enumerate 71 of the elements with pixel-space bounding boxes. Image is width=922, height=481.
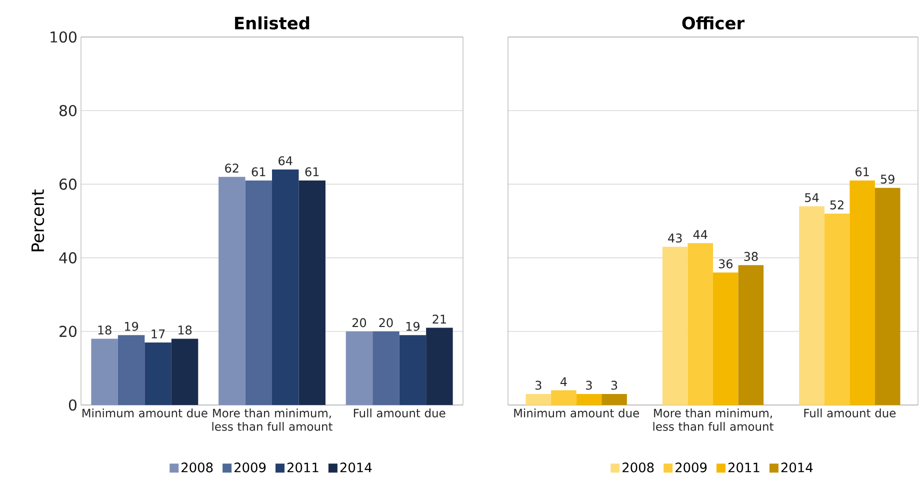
x-tick-label: Full amount due xyxy=(354,408,446,418)
data-label: 19 xyxy=(406,322,420,331)
y-tick-label: 0 xyxy=(68,399,76,411)
bar xyxy=(526,394,552,405)
data-label: 20 xyxy=(352,318,366,328)
chart-title: Enlisted xyxy=(235,16,310,30)
data-label: 19 xyxy=(125,322,138,331)
data-label: 59 xyxy=(880,174,894,184)
bar xyxy=(662,246,688,405)
bar xyxy=(602,394,627,405)
bar xyxy=(551,390,576,405)
data-label: 4 xyxy=(560,377,567,386)
y-tick-label: 20 xyxy=(60,326,76,338)
legend-label: 2009 xyxy=(234,462,266,472)
bar xyxy=(426,328,453,405)
bar xyxy=(372,331,400,405)
data-label: 18 xyxy=(98,326,112,335)
bar xyxy=(346,331,373,405)
bar xyxy=(171,338,198,405)
y-tick-label: 40 xyxy=(59,252,76,264)
bar xyxy=(713,272,738,405)
legend-label: 2014 xyxy=(781,462,813,472)
bar xyxy=(144,342,172,405)
legend-label: 2011 xyxy=(728,462,760,472)
bar xyxy=(245,180,272,405)
x-tick-label: Full amount due xyxy=(804,408,896,418)
data-label: 44 xyxy=(693,230,708,239)
y-axis-title: Percent xyxy=(32,190,44,252)
data-label: 17 xyxy=(152,330,165,338)
y-tick-label: 80 xyxy=(59,104,76,116)
bar xyxy=(118,335,145,405)
x-tick-label: Minimum amount due xyxy=(514,408,639,418)
data-label: 62 xyxy=(225,164,238,173)
x-tick-label: Minimum amount due xyxy=(82,408,208,418)
legend-label: 2008 xyxy=(182,462,213,472)
y-tick-label: 60 xyxy=(60,178,76,190)
bar xyxy=(576,394,602,405)
legend-label: 2008 xyxy=(622,462,654,472)
data-label: 21 xyxy=(432,314,446,324)
data-label: 54 xyxy=(805,193,819,202)
data-label: 61 xyxy=(305,167,319,176)
data-label: 43 xyxy=(668,234,682,243)
data-label: 3 xyxy=(611,380,618,390)
bar xyxy=(850,180,875,405)
legend-label: 2009 xyxy=(676,462,707,472)
bar xyxy=(874,188,900,405)
data-label: 20 xyxy=(379,318,393,328)
data-label: 64 xyxy=(278,156,292,166)
x-tick-label: More than minimum, less than full amount xyxy=(653,408,774,431)
bar xyxy=(272,169,299,405)
y-tick-label: 100 xyxy=(50,31,76,43)
legend-label: 2011 xyxy=(287,462,318,472)
legend-label: 2014 xyxy=(340,462,372,472)
data-label: 38 xyxy=(744,252,758,261)
data-label: 61 xyxy=(252,167,266,176)
bar xyxy=(799,206,824,405)
data-label: 52 xyxy=(830,200,844,210)
bar xyxy=(91,338,118,405)
data-label: 3 xyxy=(536,380,542,390)
bar xyxy=(298,180,326,405)
bar xyxy=(738,265,764,405)
bar xyxy=(218,176,246,405)
data-label: 61 xyxy=(856,167,869,176)
bar xyxy=(688,243,714,405)
data-label: 36 xyxy=(718,259,733,268)
data-label: 18 xyxy=(178,326,192,335)
data-label: 3 xyxy=(586,380,592,390)
bar xyxy=(399,335,426,405)
chart-title: Officer xyxy=(682,16,745,30)
bar xyxy=(824,214,850,405)
x-tick-label: More than minimum, less than full amount xyxy=(212,408,332,431)
